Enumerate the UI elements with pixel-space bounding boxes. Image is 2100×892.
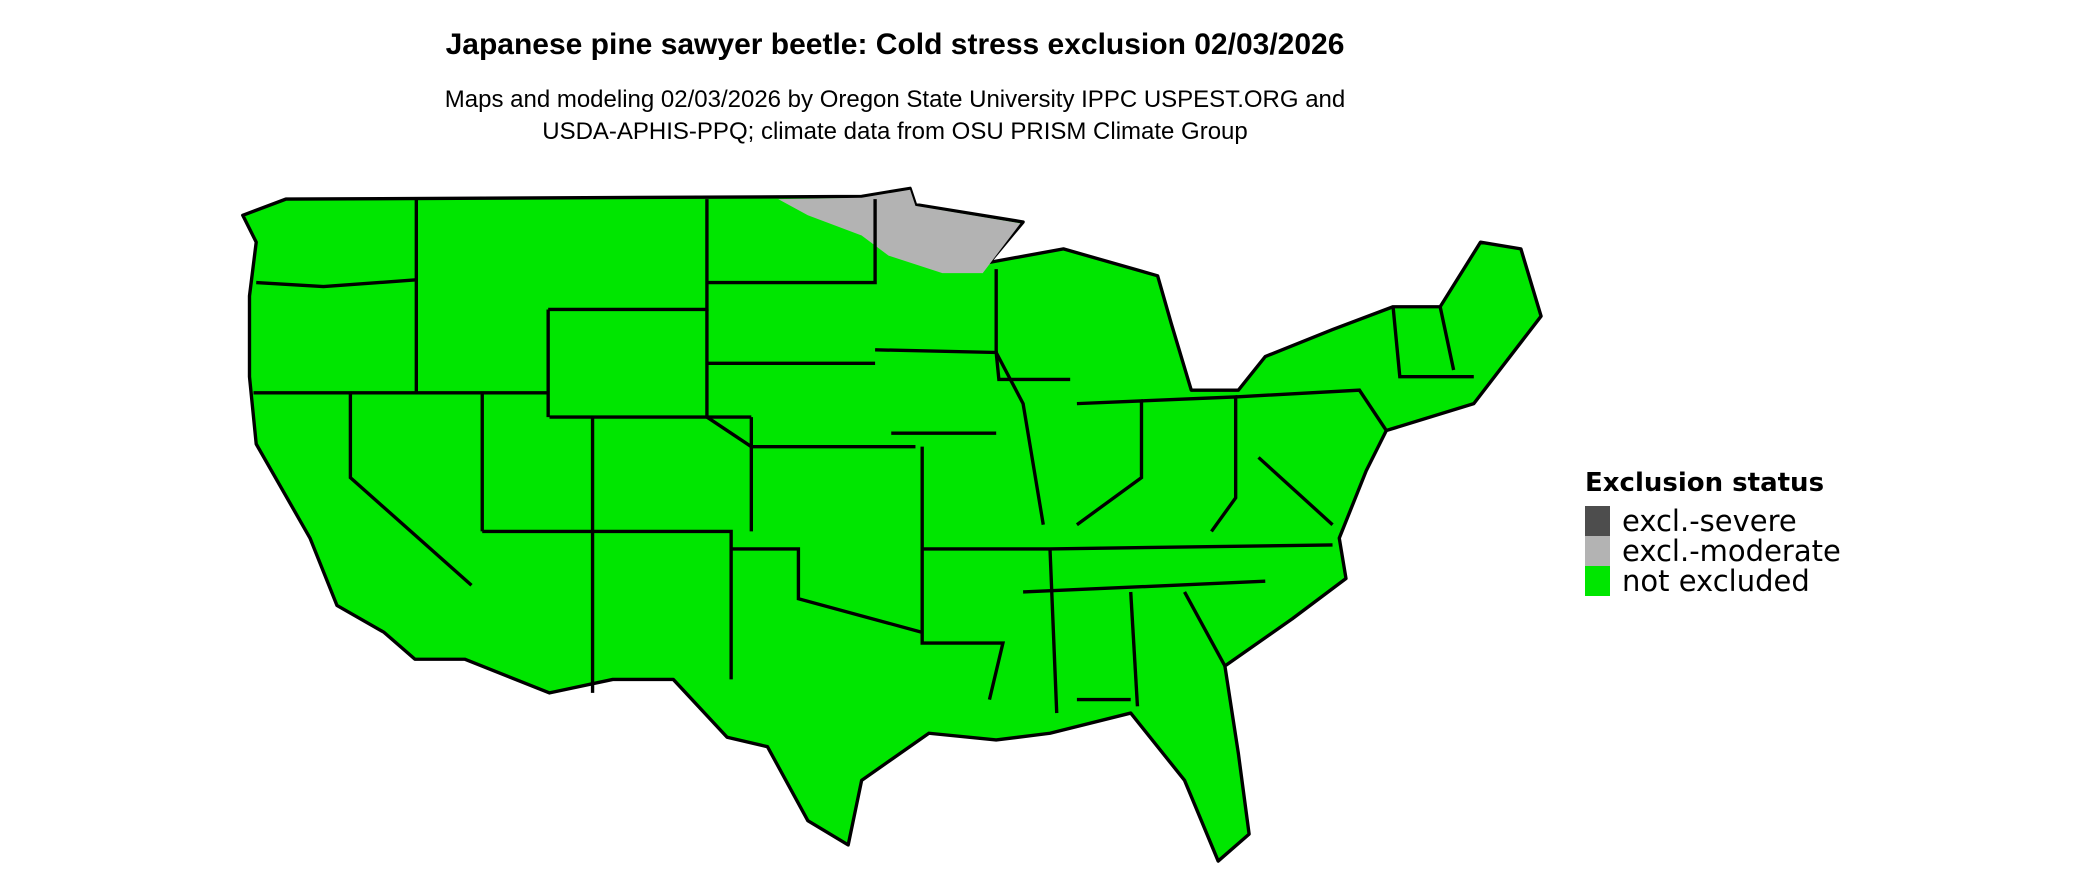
subtitle-line-2: USDA-APHIS-PPQ; climate data from OSU PR… (542, 118, 1248, 145)
legend-swatch (1585, 506, 1610, 536)
map-title: Japanese pine sawyer beetle: Cold stress… (445, 28, 1345, 61)
legend-item-severe: excl.-severe (1585, 504, 1841, 538)
us-outline (241, 186, 1543, 863)
legend-label: not excluded (1622, 564, 1810, 598)
moderate-exclusion-region (778, 189, 1021, 274)
legend-item-not-excluded: not excluded (1585, 564, 1841, 598)
legend-item-moderate: excl.-moderate (1585, 534, 1841, 568)
legend-label: excl.-severe (1622, 504, 1797, 538)
legend: Exclusion status excl.-severe excl.-mode… (1585, 468, 1841, 598)
map-subtitle: Maps and modeling 02/03/2026 by Oregon S… (0, 84, 1790, 148)
state-borders (253, 199, 1474, 714)
subtitle-line-1: Maps and modeling 02/03/2026 by Oregon S… (444, 86, 1346, 113)
legend-label: excl.-moderate (1622, 534, 1841, 568)
legend-swatch (1585, 536, 1610, 566)
legend-title: Exclusion status (1585, 468, 1825, 498)
legend-swatch (1585, 566, 1610, 596)
